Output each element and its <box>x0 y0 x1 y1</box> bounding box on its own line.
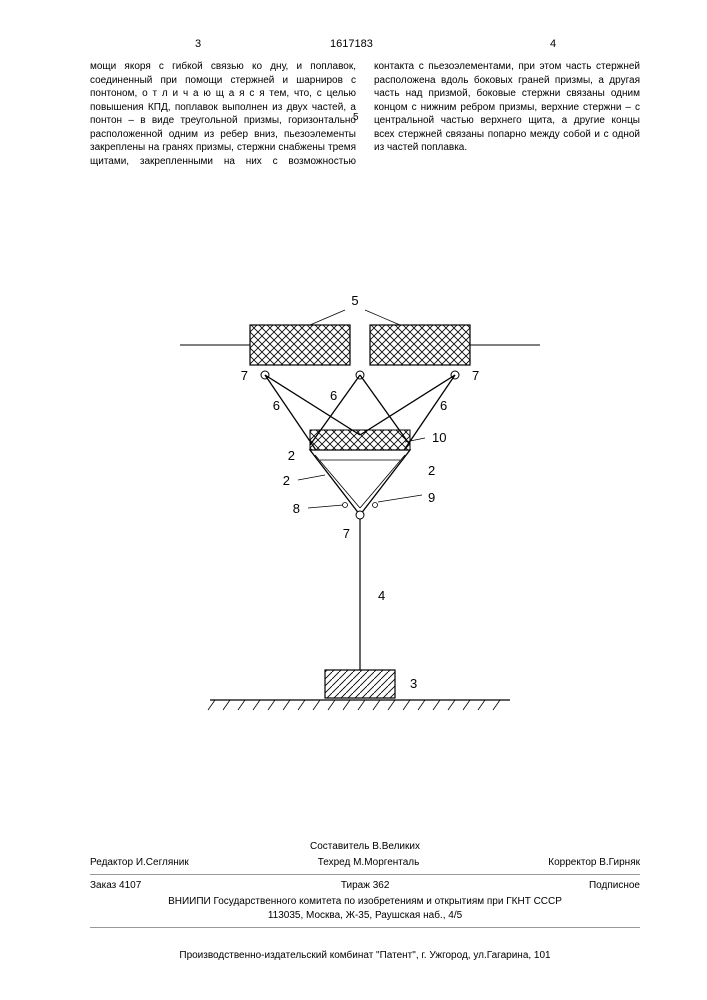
credits-order: Заказ 4107 <box>90 879 141 893</box>
figure-label-6a: 6 <box>273 398 280 413</box>
figure-label-6c: 6 <box>440 398 447 413</box>
figure-label-2c: 2 <box>428 463 435 478</box>
document-number: 1617183 <box>330 38 373 50</box>
figure-label-2a: 2 <box>288 448 295 463</box>
figure-label-7c: 7 <box>343 526 350 541</box>
credits-block: Составитель В.Великих Редактор И.Сегляни… <box>90 840 640 932</box>
figure-label-9: 9 <box>428 490 435 505</box>
page-number-left: 3 <box>195 38 201 50</box>
credits-techred: Техред М.Моргенталь <box>318 856 420 870</box>
figure-label-10: 10 <box>432 430 446 445</box>
figure-label-4: 4 <box>378 588 385 603</box>
technical-figure: 5 7 7 7 6 6 6 2 2 2 10 8 9 4 3 <box>150 280 570 760</box>
credits-podpisnoe: Подписное <box>589 879 640 893</box>
body-text: мощи якоря с гибкой связью ко дну, и поп… <box>90 60 640 168</box>
margin-line-number: 5 <box>353 112 359 123</box>
credits-corrector: Корректор В.Гирняк <box>548 856 640 870</box>
page-number-right: 4 <box>550 38 556 50</box>
credits-org1: ВНИИПИ Государственного комитета по изоб… <box>90 895 640 909</box>
credits-tirazh: Тираж 362 <box>341 879 390 893</box>
credits-composer: Составитель В.Великих <box>90 840 640 854</box>
figure-label-8: 8 <box>293 501 300 516</box>
figure-label-7b: 7 <box>472 368 479 383</box>
figure-label-6b: 6 <box>330 388 337 403</box>
figure-label-7a: 7 <box>241 368 248 383</box>
figure-label-5: 5 <box>351 293 358 308</box>
credits-org2: 113035, Москва, Ж-35, Раушская наб., 4/5 <box>90 909 640 923</box>
credits-editor: Редактор И.Сегляник <box>90 856 189 870</box>
figure-label-3: 3 <box>410 676 417 691</box>
figure-label-2b: 2 <box>283 473 290 488</box>
footer-text: Производственно-издательский комбинат "П… <box>90 950 640 961</box>
